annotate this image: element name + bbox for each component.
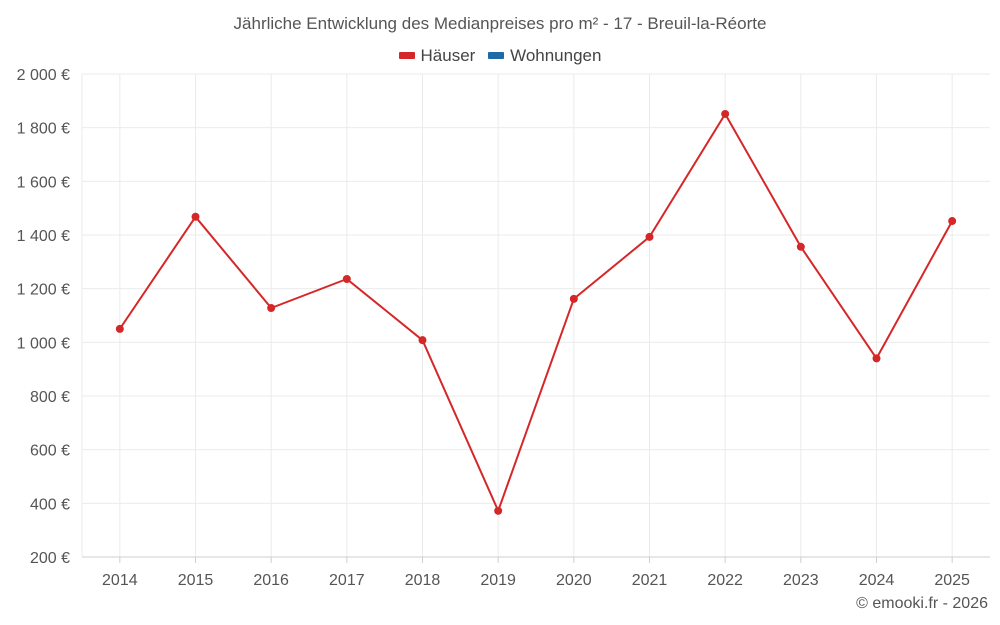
x-tick-label: 2017 [329,572,365,589]
data-point [342,275,351,284]
x-tick-label: 2024 [859,572,895,589]
series-line-haeuser [118,113,954,512]
y-tick-label: 1 000 € [17,335,70,352]
legend-item-haeuser[interactable]: Häuser [398,45,476,66]
x-tick-label: 2025 [934,572,970,589]
y-tick-label: 200 € [30,550,70,567]
x-tick-label: 2015 [178,572,214,589]
legend-label-wohnungen: Wohnungen [510,45,602,65]
legend-swatch-haeuser [398,52,415,59]
data-point [872,354,881,363]
legend-swatch-wohnungen [488,52,505,59]
y-tick-label: 1 600 € [17,174,70,191]
data-point [267,303,276,312]
y-tick-label: 1 800 € [17,121,70,138]
x-tick-label: 2023 [783,572,819,589]
y-tick-label: 1 400 € [17,228,70,245]
data-point [948,217,957,226]
data-point [645,232,654,241]
data-point [418,336,427,345]
data-point [721,109,730,118]
data-point [494,506,503,515]
y-tick-label: 800 € [30,389,70,406]
x-tick-label: 2021 [632,572,668,589]
legend-item-wohnungen[interactable]: Wohnungen [488,46,601,66]
x-tick-label: 2016 [253,572,289,589]
x-tick-label: 2018 [405,572,441,589]
data-point [569,294,578,303]
y-tick-label: 1 200 € [17,282,70,299]
x-tick-label: 2022 [707,572,743,589]
data-point [115,324,124,333]
legend: Häuser Wohnungen [0,44,1000,66]
y-tick-label: 600 € [30,443,70,460]
chart-title: Jährliche Entwicklung des Medianpreises … [233,14,767,33]
data-point [796,242,805,251]
y-tick-label: 400 € [30,496,70,513]
y-tick-label: 2 000 € [17,67,70,84]
copyright-notice: © emooki.fr - 2026 [856,595,988,612]
x-tick-label: 2014 [102,572,138,589]
x-tick-label: 2019 [480,572,516,589]
x-tick-label: 2020 [556,572,592,589]
data-point [191,212,200,221]
legend-label-haeuser: Häuser [420,45,476,65]
